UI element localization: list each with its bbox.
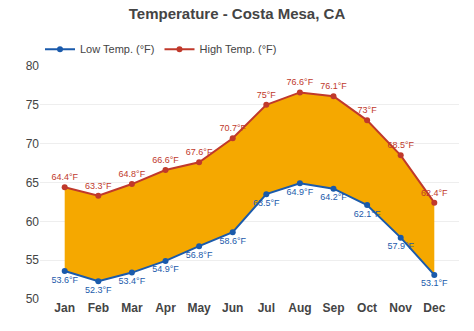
svg-text:Jul: Jul bbox=[258, 301, 275, 315]
svg-text:Dec: Dec bbox=[423, 301, 445, 315]
svg-text:65: 65 bbox=[26, 176, 40, 190]
svg-text:66.6°F: 66.6°F bbox=[152, 155, 179, 165]
svg-text:68.5°F: 68.5°F bbox=[387, 140, 414, 150]
svg-text:64.9°F: 64.9°F bbox=[287, 187, 314, 197]
svg-text:52.3°F: 52.3°F bbox=[85, 285, 112, 295]
svg-text:53.4°F: 53.4°F bbox=[119, 276, 146, 286]
svg-text:70.7°F: 70.7°F bbox=[219, 123, 246, 133]
svg-text:63.5°F: 63.5°F bbox=[253, 198, 280, 208]
svg-text:64.4°F: 64.4°F bbox=[51, 172, 78, 182]
svg-text:Mar: Mar bbox=[121, 301, 143, 315]
svg-text:Nov: Nov bbox=[389, 301, 412, 315]
svg-text:High Temp. (°F): High Temp. (°F) bbox=[200, 43, 277, 55]
svg-text:53.1°F: 53.1°F bbox=[421, 278, 448, 288]
svg-text:Aug: Aug bbox=[288, 301, 311, 315]
svg-text:Temperature - Costa Mesa, CA: Temperature - Costa Mesa, CA bbox=[129, 5, 346, 22]
svg-text:70: 70 bbox=[26, 137, 40, 151]
svg-text:76.6°F: 76.6°F bbox=[287, 77, 314, 87]
svg-text:62.1°F: 62.1°F bbox=[354, 209, 381, 219]
svg-text:Low Temp. (°F): Low Temp. (°F) bbox=[80, 43, 155, 55]
svg-text:Feb: Feb bbox=[88, 301, 109, 315]
svg-text:May: May bbox=[187, 301, 211, 315]
svg-text:54.9°F: 54.9°F bbox=[152, 264, 179, 274]
svg-text:67.6°F: 67.6°F bbox=[186, 147, 213, 157]
svg-text:Jun: Jun bbox=[222, 301, 243, 315]
svg-text:63.3°F: 63.3°F bbox=[85, 181, 112, 191]
svg-text:Apr: Apr bbox=[155, 301, 176, 315]
svg-text:60: 60 bbox=[26, 215, 40, 229]
svg-text:58.6°F: 58.6°F bbox=[219, 236, 246, 246]
svg-text:55: 55 bbox=[26, 253, 40, 267]
svg-text:75°F: 75°F bbox=[257, 90, 277, 100]
svg-text:64.8°F: 64.8°F bbox=[119, 169, 146, 179]
svg-text:75: 75 bbox=[26, 98, 40, 112]
svg-text:Jan: Jan bbox=[54, 301, 75, 315]
svg-text:56.8°F: 56.8°F bbox=[186, 250, 213, 260]
svg-text:Oct: Oct bbox=[357, 301, 377, 315]
svg-text:50: 50 bbox=[26, 292, 40, 306]
svg-text:73°F: 73°F bbox=[358, 105, 378, 115]
svg-text:Sep: Sep bbox=[322, 301, 344, 315]
svg-text:76.1°F: 76.1°F bbox=[320, 81, 347, 91]
svg-text:62.4°F: 62.4°F bbox=[421, 188, 448, 198]
svg-text:64.2°F: 64.2°F bbox=[320, 192, 347, 202]
svg-text:53.6°F: 53.6°F bbox=[51, 275, 78, 285]
svg-text:80: 80 bbox=[26, 59, 40, 73]
svg-text:57.9°F: 57.9°F bbox=[387, 241, 414, 251]
